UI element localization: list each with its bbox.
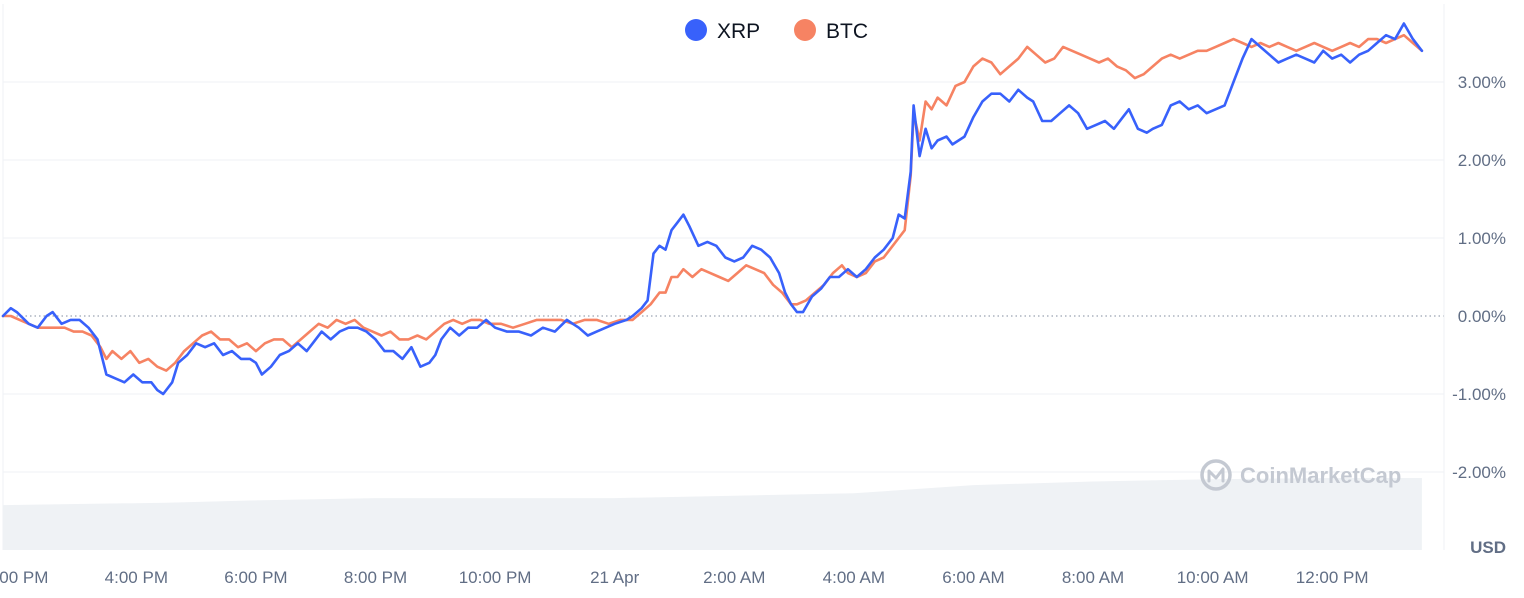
currency-unit-label: USD xyxy=(1470,538,1506,557)
x-tick-label: 2:00 PM xyxy=(0,568,48,587)
x-tick-label: 4:00 AM xyxy=(823,568,885,587)
y-tick-label: 2.00% xyxy=(1458,151,1506,170)
x-tick-label: 8:00 PM xyxy=(344,568,407,587)
watermark-text: CoinMarketCap xyxy=(1240,463,1401,488)
x-tick-label: 12:00 PM xyxy=(1296,568,1369,587)
y-tick-label: -1.00% xyxy=(1452,385,1506,404)
x-tick-label: 10:00 AM xyxy=(1177,568,1249,587)
x-tick-label: 8:00 AM xyxy=(1062,568,1124,587)
y-tick-label: 1.00% xyxy=(1458,229,1506,248)
x-tick-label: 6:00 PM xyxy=(224,568,287,587)
x-tick-label: 2:00 AM xyxy=(703,568,765,587)
legend-label: BTC xyxy=(826,20,868,43)
y-tick-label: 0.00% xyxy=(1458,307,1506,326)
x-tick-label: 21 Apr xyxy=(590,568,639,587)
series-line-xrp xyxy=(1,22,1424,396)
x-tick-label: 10:00 PM xyxy=(459,568,532,587)
legend-label: XRP xyxy=(717,20,760,43)
volume-area xyxy=(3,478,1422,550)
x-tick-label: 6:00 AM xyxy=(942,568,1004,587)
legend-item-xrp[interactable]: XRP xyxy=(685,19,760,43)
legend-dot xyxy=(685,19,707,41)
legend-item-btc[interactable]: BTC xyxy=(794,19,868,43)
series-line-btc xyxy=(1,33,1424,372)
y-tick-label: -2.00% xyxy=(1452,463,1506,482)
legend-dot xyxy=(794,19,816,41)
y-tick-label: 3.00% xyxy=(1458,73,1506,92)
coinmarketcap-logo xyxy=(1200,459,1232,491)
x-tick-label: 4:00 PM xyxy=(105,568,168,587)
